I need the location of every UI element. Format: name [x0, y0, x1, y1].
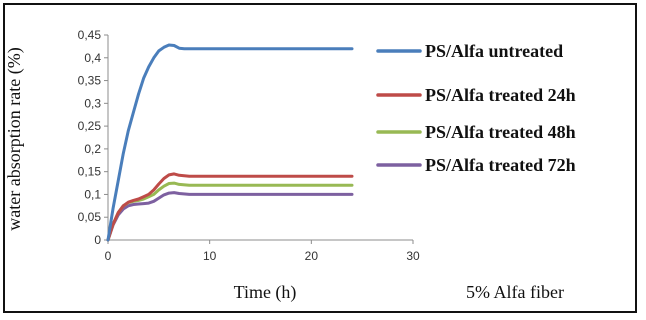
y-tick-label: 0 [94, 233, 101, 247]
y-tick-label: 0,2 [84, 142, 101, 156]
y-tick-label: 0,4 [84, 51, 101, 65]
fiber-content-note: 5% Alfa fiber [466, 282, 564, 302]
series-line [106, 172, 354, 242]
x-tick-label: 0 [105, 249, 112, 263]
series-line [106, 181, 354, 242]
series-line [106, 43, 354, 242]
y-tick-label: 0,45 [78, 28, 102, 42]
legend: PS/Alfa untreated PS/Alfa treated 24h PS/A… [376, 41, 576, 175]
chart-frame [3, 3, 637, 313]
x-tick-label: 10 [203, 249, 217, 263]
x-tick-label: 20 [305, 249, 319, 263]
y-tick-label: 0,25 [78, 119, 102, 133]
plot-area [106, 43, 354, 242]
y-axis-title-group: water absorption rate (%) [4, 47, 25, 230]
legend-label: PS/Alfa treated 48h [425, 122, 576, 142]
y-tick-label: 0,1 [84, 187, 101, 201]
y-tick-label: 0,3 [84, 96, 101, 110]
x-tick-label: 30 [406, 249, 420, 263]
series-line [106, 191, 354, 242]
y-tick-label: 0,05 [78, 210, 102, 224]
x-axis-title: Time (h) [234, 282, 297, 303]
legend-label: PS/Alfa untreated [425, 41, 563, 61]
y-axis-title: water absorption rate (%) [4, 47, 25, 230]
y-tick-label: 0,35 [78, 74, 102, 88]
legend-label: PS/Alfa treated 72h [425, 155, 576, 175]
legend-label: PS/Alfa treated 24h [425, 85, 576, 105]
y-tick-label: 0,15 [78, 165, 102, 179]
axes: 0 0,05 0,1 0,15 0,2 0,25 0,3 0,35 0,4 0,45 0 10 20 30 [78, 28, 420, 263]
